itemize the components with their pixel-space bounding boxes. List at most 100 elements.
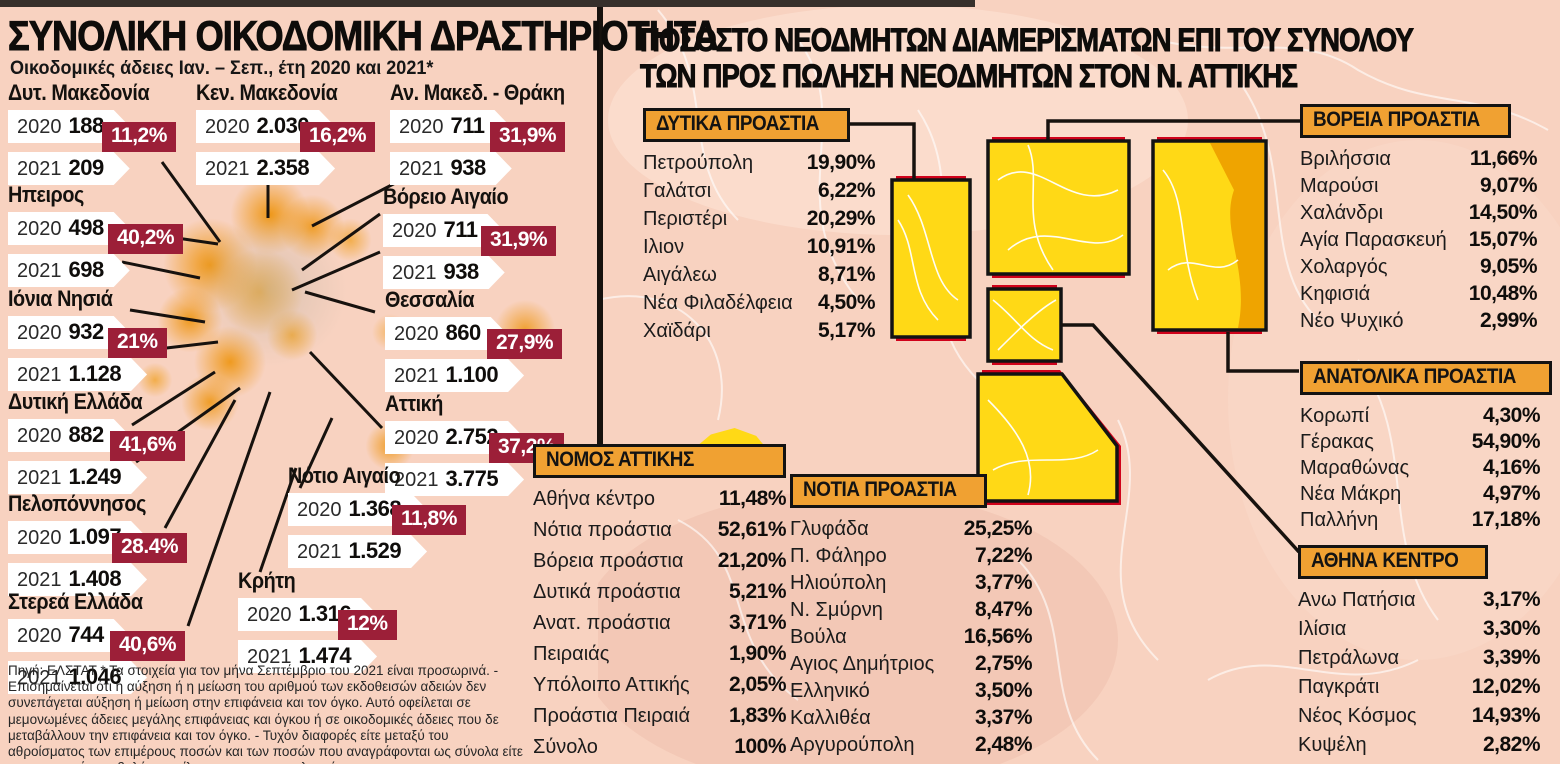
list-item: Χαϊδάρι 5,17% (643, 319, 876, 342)
pct-change-badge: 11,2% (102, 122, 176, 152)
list-item: Περιστέρι 20,29% (643, 207, 876, 230)
right-panel-title-line2: ΤΩΝ ΠΡΟΣ ΠΩΛΗΣΗ ΝΕΟΔΜΗΤΩΝ ΣΤΟΝ Ν. ΑΤΤΙΚΗ… (640, 58, 1299, 95)
pct-change-badge: 28.4% (112, 533, 188, 563)
region-name: Θεσσαλία (385, 287, 475, 312)
region-name: Κρήτη (238, 568, 296, 593)
list-item: Πετράλωνα 3,39% (1298, 646, 1541, 669)
region-block-sterea-ellada: Στερεά Ελλάδα 2020 744 2021 1.046 40,6% (8, 589, 193, 703)
region-name: Δυτική Ελλάδα (8, 389, 143, 414)
region-name: Ιόνια Νησιά (8, 286, 113, 311)
group-header: ΑΝΑΤΟΛΙΚΑ ΠΡΟΑΣΤΙΑ (1300, 361, 1552, 395)
pct-change-badge: 21% (108, 328, 167, 358)
pct-change-badge: 31,9% (481, 226, 557, 256)
group-header: ΑΘΗΝΑ ΚΕΝΤΡΟ (1298, 545, 1488, 579)
list-item: Κηφισιά 10,48% (1300, 282, 1538, 305)
group-south-suburbs: ΝΟΤΙΑ ΠΡΟΑΣΤΙΑ Γλυφάδα 25,25% Π. Φάληρο 7,… (790, 474, 1033, 760)
region-name: Βόρειο Αιγαίο (383, 184, 509, 209)
list-item: Γέρακας 54,90% (1300, 430, 1541, 453)
region-block-an-makedonia-thraki: Αν. Μακεδ. - Θράκη 2020 711 2021 938 31,9% (390, 80, 575, 194)
group-west-suburbs: ΔΥΤΙΚΑ ΠΡΟΑΣΤΙΑ Πετρούπολη 19,90% Γαλάτσι… (643, 108, 876, 347)
list-item: Ιλίσια 3,30% (1298, 617, 1541, 640)
permits-2021-ribbon: 2021 1.128 (8, 358, 147, 391)
permits-2021-ribbon: 2021 209 (8, 152, 130, 185)
list-item: Πειραιάς 1,90% (533, 642, 787, 665)
region-name: Αττική (385, 391, 443, 416)
zone-west-suburbs (890, 178, 972, 339)
region-name: Αν. Μακεδ. - Θράκη (390, 80, 565, 105)
list-item: Πετρούπολη 19,90% (643, 151, 876, 174)
list-item: Καλλιθέα 3,37% (790, 706, 1033, 729)
list-item: Ν. Σμύρνη 8,47% (790, 598, 1033, 621)
permits-2021-ribbon: 2021 1.529 (288, 535, 427, 568)
list-item: Αιγάλεω 8,71% (643, 263, 876, 286)
region-block-ionia-nisia: Ιόνια Νησιά 2020 932 2021 1.128 21% (8, 286, 193, 400)
list-item: Κορωπί 4,30% (1300, 404, 1541, 427)
list-item: Χολαργός 9,05% (1300, 255, 1538, 278)
region-block-dytiki-ellada: Δυτική Ελλάδα 2020 882 2021 1.249 41,6% (8, 389, 193, 503)
permits-2021-ribbon: 2021 1.408 (8, 563, 147, 596)
list-item: Ανω Πατήσια 3,17% (1298, 588, 1541, 611)
list-item: Αγιος Δημήτριος 2,75% (790, 652, 1033, 675)
region-name: Ηπειρος (8, 182, 84, 207)
pct-change-badge: 12% (338, 610, 397, 640)
permits-2021-ribbon: 2021 2.358 (196, 152, 335, 185)
list-item: Γαλάτσι 6,22% (643, 179, 876, 202)
left-panel-title: ΣΥΝΟΛΙΚΗ ΟΙΚΟΔΟΜΙΚΗ ΔΡΑΣΤΗΡΙΟΤΗΤΑ (8, 12, 720, 60)
list-item: Βούλα 16,56% (790, 625, 1033, 648)
region-block-thessalia: Θεσσαλία 2020 860 2021 1.100 27,9% (385, 287, 570, 401)
pct-change-badge: 41,6% (110, 431, 186, 461)
zone-north-suburbs (986, 139, 1131, 276)
permits-2021-ribbon: 2021 1.046 (8, 661, 147, 694)
top-edge-strip (0, 0, 975, 7)
pct-change-badge: 40,6% (110, 631, 186, 661)
region-name: Στερεά Ελλάδα (8, 589, 143, 614)
list-item: Βριλήσσια 11,66% (1300, 147, 1538, 170)
pct-change-badge: 11,8% (392, 505, 466, 535)
region-block-notio-aigaio: Νότιο Αιγαίο 2020 1.368 2021 1.529 11,8% (288, 463, 473, 577)
permits-2021-ribbon: 2021 1.249 (8, 461, 147, 494)
list-item: Γλυφάδα 25,25% (790, 517, 1033, 540)
region-name: Πελοπόννησος (8, 491, 146, 516)
list-item: Υπόλοιπο Αττικής 2,05% (533, 673, 787, 696)
list-item: Χαλάνδρι 14,50% (1300, 201, 1538, 224)
list-item: Μαραθώνας 4,16% (1300, 456, 1541, 479)
pct-change-badge: 27,9% (487, 329, 563, 359)
list-item: Μαρούσι 9,07% (1300, 174, 1538, 197)
pct-change-badge: 16,2% (300, 122, 376, 152)
list-item: Ιλιον 10,91% (643, 235, 876, 258)
region-block-peloponnisos: Πελοπόννησος 2020 1.097 2021 1.408 28.4% (8, 491, 193, 605)
region-name: Κεν. Μακεδονία (196, 80, 338, 105)
list-item: Κυψέλη 2,82% (1298, 733, 1541, 756)
pct-change-badge: 40,2% (108, 224, 184, 254)
permits-2021-ribbon: 2021 938 (390, 152, 512, 185)
group-nomos-attikis: ΝΟΜΟΣ ΑΤΤΙΚΗΣ Αθήνα κέντρο 11,48% Νότια π… (533, 444, 787, 764)
group-athens-center: ΑΘΗΝΑ ΚΕΝΤΡΟ Ανω Πατήσια 3,17% Ιλίσια 3,30… (1298, 545, 1541, 762)
region-block-ipeiros: Ηπειρος 2020 498 2021 698 40,2% (8, 182, 193, 296)
group-header: ΝΟΤΙΑ ΠΡΟΑΣΤΙΑ (790, 474, 987, 508)
list-item: Προάστια Πειραιά 1,83% (533, 704, 787, 727)
list-item: Σύνολο 100% (533, 735, 786, 758)
attica-map-zones (816, 119, 1301, 554)
list-item: Νέος Κόσμος 14,93% (1298, 704, 1541, 727)
group-east-suburbs: ΑΝΑΤΟΛΙΚΑ ΠΡΟΑΣΤΙΑ Κορωπί 4,30% Γέρακας 54… (1300, 361, 1552, 534)
region-name: Νότιο Αιγαίο (288, 463, 401, 488)
group-north-suburbs: ΒΟΡΕΙΑ ΠΡΟΑΣΤΙΑ Βριλήσσια 11,66% Μαρούσι 9… (1300, 104, 1538, 336)
list-item: Δυτικά προάστια 5,21% (533, 580, 787, 603)
panel-divider (597, 7, 603, 445)
pct-change-badge: 31,9% (490, 122, 566, 152)
group-header: ΔΥΤΙΚΑ ΠΡΟΑΣΤΙΑ (643, 108, 851, 142)
permits-2021-ribbon: 2021 1.474 (238, 640, 377, 673)
permits-2021-ribbon: 2021 698 (8, 254, 130, 287)
list-item: Ανατ. προάστια 3,71% (533, 611, 787, 634)
list-item: Αγία Παρασκευή 15,07% (1300, 228, 1538, 251)
list-item: Αργυρούπολη 2,48% (790, 733, 1033, 756)
list-item: Ελληνικό 3,50% (790, 679, 1033, 702)
list-item: Νέα Μάκρη 4,97% (1300, 482, 1541, 505)
left-panel-subtitle: Οικοδομικές άδειες Ιαν. – Σεπ., έτη 2020… (10, 58, 434, 79)
list-item: Νότια προάστια 52,61% (533, 518, 787, 541)
east-zone-coast-shading (1210, 143, 1264, 328)
list-item: Βόρεια προάστια 21,20% (533, 549, 787, 572)
source-footnote: Πηγή: ΕΛΣΤΑΤ * Τα στοιχεία για τον μήνα … (8, 663, 523, 764)
list-item: Παγκράτι 12,02% (1298, 675, 1541, 698)
